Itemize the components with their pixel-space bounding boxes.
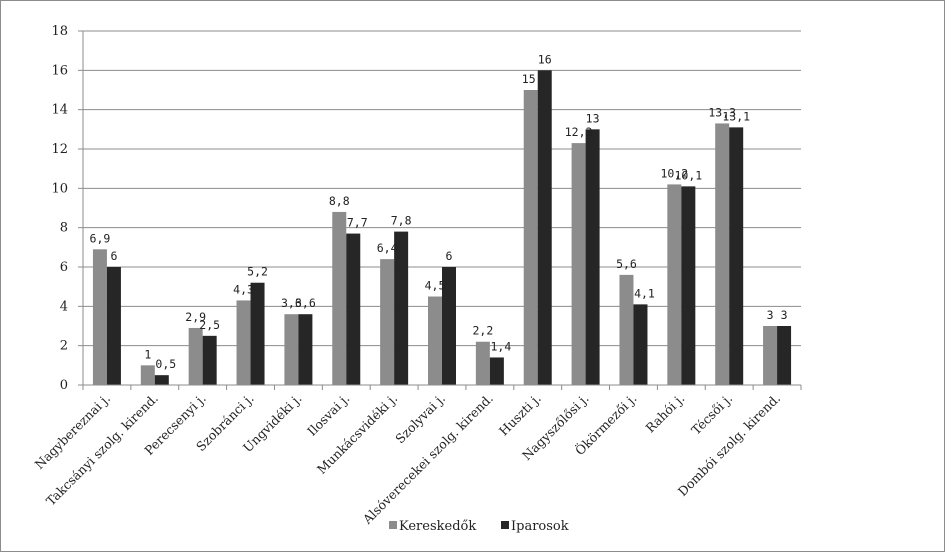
- data-label: 10,1: [674, 168, 702, 182]
- data-label: 5,2: [247, 265, 268, 279]
- bar-iparosok: [681, 186, 696, 385]
- bar-kereskedok: [475, 341, 490, 385]
- bar-iparosok: [777, 326, 792, 385]
- data-label: 13,1: [722, 109, 750, 123]
- data-label: 7,8: [391, 214, 412, 228]
- data-label: 3,6: [281, 296, 302, 310]
- bar-iparosok: [202, 335, 217, 385]
- data-label: 5,6: [616, 257, 637, 271]
- bar-kereskedok: [715, 123, 730, 385]
- bar-kereskedok: [140, 365, 155, 385]
- bar-kereskedok: [332, 211, 347, 385]
- data-label: 12,3: [565, 125, 593, 139]
- bar-kereskedok: [763, 326, 778, 385]
- bar-iparosok: [346, 233, 361, 385]
- bar-kereskedok: [188, 327, 203, 385]
- x-tick-label: Munkácsvidéki j.: [314, 391, 400, 477]
- data-label: 6: [110, 249, 117, 263]
- data-label: 10,2: [660, 166, 688, 180]
- bar-iparosok: [729, 127, 744, 385]
- legend-swatch: [501, 521, 509, 529]
- bar-iparosok: [489, 357, 504, 385]
- bar-kereskedok: [428, 296, 442, 385]
- x-tick-label: Técsői j.: [688, 391, 735, 438]
- legend: Kereskedők Iparosok: [389, 519, 569, 534]
- y-tick-label: 2: [60, 339, 68, 354]
- y-axis: 0 2 4 6 8 10 12 14 16 18: [51, 24, 84, 393]
- bar-kereskedok: [571, 143, 586, 385]
- data-label: 2,5: [199, 318, 220, 332]
- data-label: 6: [446, 249, 453, 263]
- data-label: 3,6: [295, 296, 316, 310]
- bar-iparosok: [537, 70, 552, 385]
- data-label: 13: [586, 111, 600, 125]
- y-tick-label: 4: [60, 299, 68, 314]
- data-label: 16: [538, 52, 552, 66]
- x-tick-label: Huszti j.: [496, 391, 544, 439]
- bar-kereskedok: [92, 249, 107, 385]
- bar-kereskedok: [284, 314, 299, 385]
- y-tick-label: 10: [51, 181, 68, 196]
- bar-kereskedok: [523, 90, 538, 385]
- bar-iparosok: [106, 267, 121, 385]
- bars: [92, 70, 792, 385]
- y-tick-label: 0: [60, 378, 68, 393]
- data-labels: 6,9 6 1 0,5 2,92,5 4,3 5,2 3,63,6 8,8 7,7 6,4 7,8 4,…: [90, 52, 788, 371]
- data-label: 2,9: [185, 310, 206, 324]
- bar-kereskedok: [619, 274, 634, 385]
- bar-iparosok: [154, 375, 169, 385]
- data-label: 1,4: [490, 339, 511, 353]
- bar-iparosok: [394, 231, 409, 385]
- data-label: 4,3: [233, 282, 254, 296]
- data-label: 3: [781, 308, 788, 322]
- x-axis: Nagybereznai j.Takcsányi szolg. kirend.P…: [32, 384, 802, 527]
- bar-iparosok: [250, 282, 265, 385]
- y-tick-label: 8: [60, 221, 68, 236]
- data-label: 7,7: [347, 216, 368, 230]
- data-label: 3: [767, 308, 774, 322]
- legend-label: Kereskedők: [399, 519, 476, 534]
- data-label: 15: [522, 72, 536, 86]
- data-label: 6,9: [90, 231, 111, 245]
- data-label: 8,8: [329, 194, 350, 208]
- bar-iparosok: [633, 304, 648, 385]
- y-tick-label: 18: [51, 24, 68, 39]
- x-tick-label: Ilosvai j.: [304, 391, 352, 439]
- y-tick-label: 14: [51, 103, 68, 118]
- data-label: 1: [144, 347, 151, 361]
- data-label: 13,3: [708, 105, 736, 119]
- data-label: 4,1: [634, 286, 655, 300]
- data-label: 4,5: [425, 279, 446, 293]
- bar-iparosok: [442, 267, 456, 385]
- bar-kereskedok: [380, 259, 395, 385]
- y-tick-label: 12: [51, 142, 68, 157]
- legend-swatch: [389, 521, 397, 529]
- y-tick-label: 16: [51, 63, 68, 78]
- bar-iparosok: [298, 314, 313, 385]
- legend-label: Iparosok: [511, 519, 569, 534]
- x-tick-label: Rahói j.: [643, 391, 688, 436]
- bar-kereskedok: [667, 184, 682, 385]
- data-label: 6,4: [377, 241, 398, 255]
- data-label: 2,2: [472, 324, 493, 338]
- bar-iparosok: [585, 129, 600, 385]
- bar-kereskedok: [236, 300, 251, 385]
- data-label: 0,5: [155, 357, 176, 371]
- y-tick-label: 6: [60, 260, 68, 275]
